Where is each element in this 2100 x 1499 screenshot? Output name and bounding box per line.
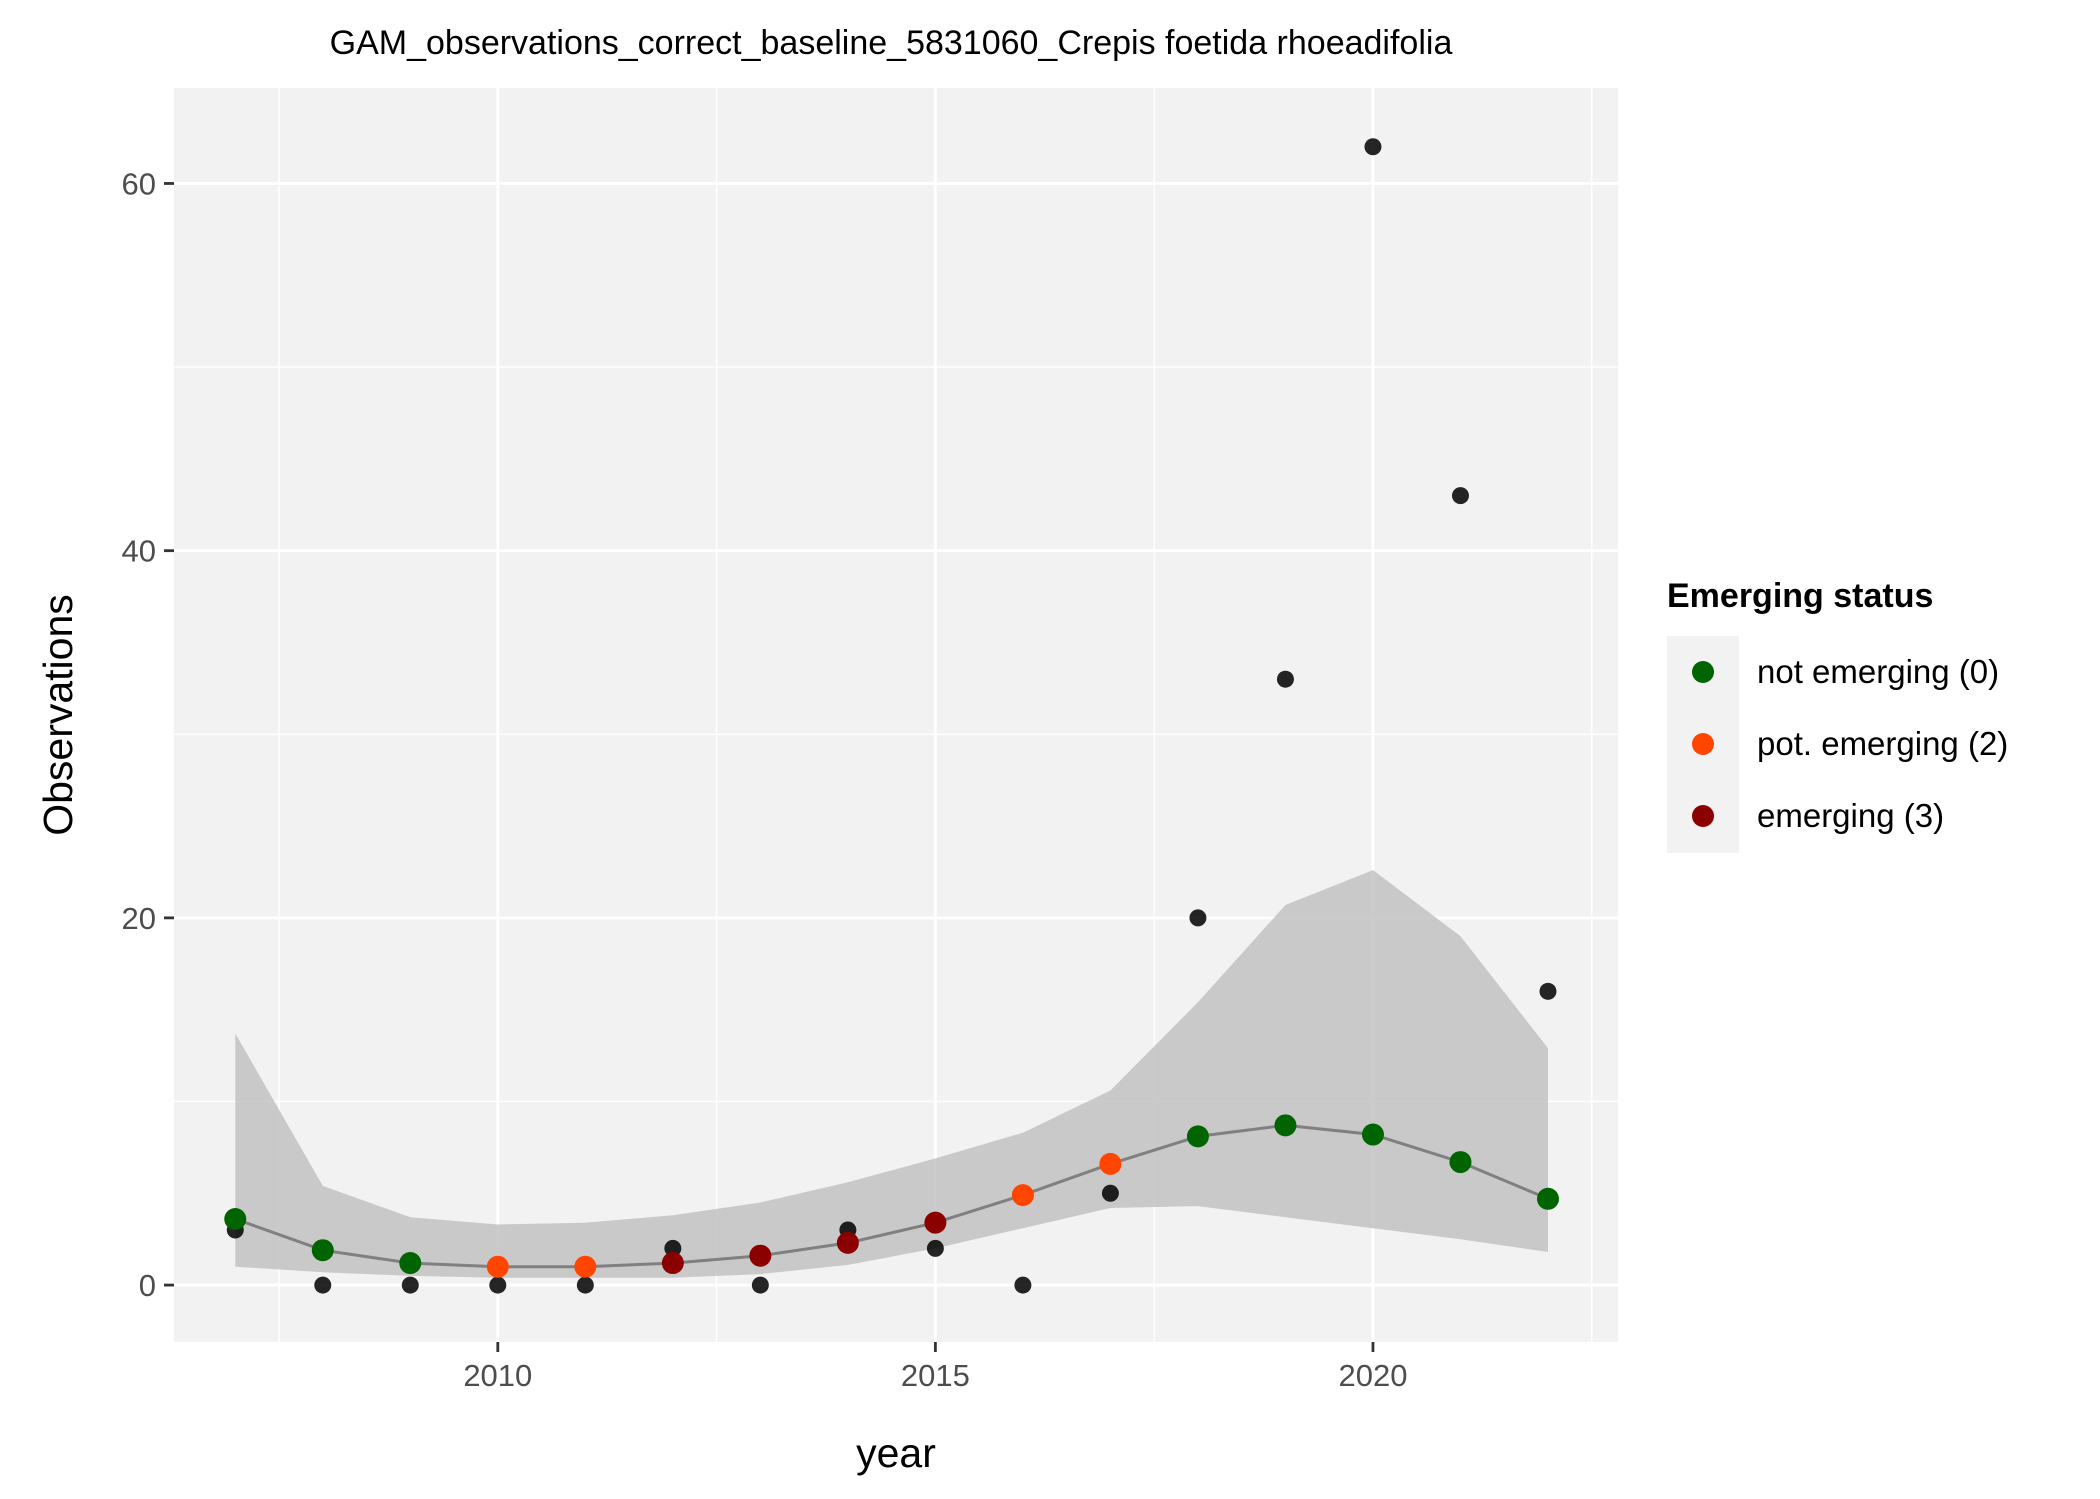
y-axis: 0 20 40 60 (122, 166, 174, 1303)
fitted-point (1449, 1151, 1472, 1174)
fitted-point (1274, 1114, 1297, 1137)
x-tick-label: 2015 (901, 1358, 970, 1393)
fitted-point (1099, 1152, 1122, 1175)
fitted-point (924, 1211, 947, 1234)
chart-title: GAM_observations_correct_baseline_583106… (330, 24, 1453, 62)
fitted-point (311, 1239, 334, 1262)
observed-point (314, 1276, 332, 1294)
observed-point (401, 1276, 419, 1294)
x-tick-label: 2010 (463, 1358, 532, 1393)
observed-point (576, 1276, 594, 1294)
observed-point (926, 1239, 944, 1257)
y-tick-label: 20 (122, 901, 156, 936)
fitted-point (399, 1252, 422, 1275)
observed-point (1539, 982, 1557, 1000)
x-axis: 2010 2015 2020 (463, 1342, 1407, 1393)
observed-point (1276, 670, 1294, 688)
x-tick-label: 2020 (1338, 1358, 1407, 1393)
fitted-point (486, 1255, 509, 1278)
observed-point (1189, 909, 1207, 927)
observed-point (1451, 487, 1469, 505)
legend-label: pot. emerging (2) (1757, 725, 2008, 762)
y-tick-label: 0 (139, 1268, 156, 1303)
observed-point (1364, 138, 1382, 156)
fitted-point (661, 1252, 684, 1275)
legend-label: not emerging (0) (1757, 653, 1999, 690)
fitted-point (749, 1244, 772, 1267)
legend-key-dot (1692, 733, 1714, 755)
legend-title: Emerging status (1667, 577, 1933, 615)
observed-point (751, 1276, 769, 1294)
legend-key-dot (1692, 805, 1714, 827)
fitted-line (234, 1123, 1549, 1269)
fitted-point (1361, 1123, 1384, 1146)
fitted-point (1011, 1184, 1034, 1207)
legend-label: emerging (3) (1757, 797, 1944, 834)
observed-point (1014, 1276, 1032, 1294)
observed-point (1101, 1184, 1119, 1202)
legend: Emerging status not emerging (0) pot. eme… (1667, 577, 2008, 853)
fitted-point (1536, 1187, 1559, 1210)
fitted-point (224, 1207, 247, 1230)
x-axis-label: year (856, 1430, 936, 1476)
y-tick-label: 40 (122, 534, 156, 569)
fitted-point (836, 1231, 859, 1254)
legend-key-dot (1692, 661, 1714, 683)
confidence-ribbon (235, 870, 1548, 1278)
fitted-line-group (234, 1123, 1549, 1269)
observed-point (489, 1276, 507, 1294)
fitted-point (1186, 1125, 1209, 1148)
confidence-ribbon-group (235, 870, 1548, 1278)
legend-entries: not emerging (0) pot. emerging (2) emergin… (1692, 653, 2008, 834)
fitted-point (574, 1255, 597, 1278)
observed-points (226, 138, 1557, 1294)
y-axis-label: Observations (35, 594, 81, 836)
fitted-points (224, 1114, 1559, 1278)
y-tick-label: 60 (122, 166, 156, 201)
observed-point (664, 1239, 682, 1257)
